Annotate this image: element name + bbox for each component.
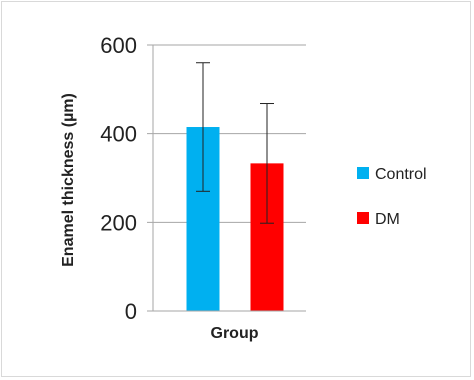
y-tick-labels: 0 200 400 600 (100, 33, 137, 324)
legend: Control DM (357, 166, 427, 228)
y-tick-label: 400 (100, 122, 137, 147)
legend-swatch-control (357, 167, 369, 179)
legend-swatch-dm (357, 212, 369, 224)
y-tick-label: 200 (100, 210, 137, 235)
legend-label-control: Control (375, 166, 427, 183)
y-tick-label: 0 (125, 299, 137, 324)
error-bars (196, 62, 274, 224)
y-tick-label: 600 (100, 33, 137, 58)
y-axis-title: Enamel thickness (µm) (60, 93, 77, 267)
legend-label-dm: DM (375, 211, 400, 228)
bars (186, 127, 284, 312)
x-axis-title: Group (211, 325, 259, 342)
